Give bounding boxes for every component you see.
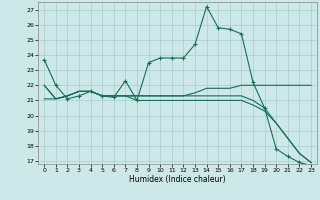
- X-axis label: Humidex (Indice chaleur): Humidex (Indice chaleur): [129, 175, 226, 184]
